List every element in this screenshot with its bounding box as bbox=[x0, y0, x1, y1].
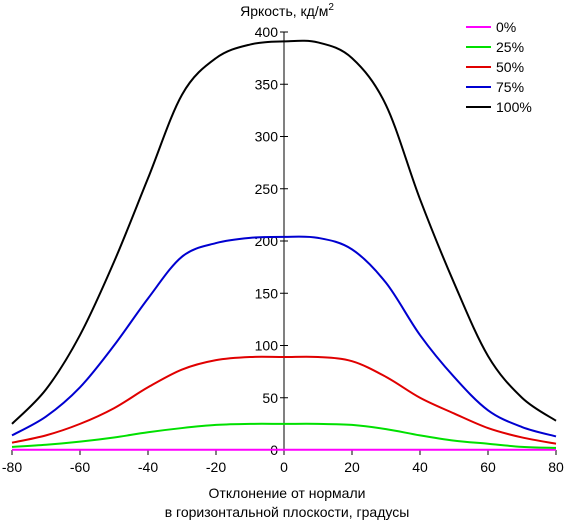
y-tick-label: 150 bbox=[255, 285, 279, 301]
x-tick-label: 0 bbox=[280, 459, 288, 475]
y-tick-label: 250 bbox=[255, 181, 279, 197]
y-axis-title-text: Яркость, кд/м bbox=[240, 3, 328, 19]
x-tick-label: -60 bbox=[70, 459, 90, 475]
series-layer bbox=[11, 39, 557, 451]
y-tick-label: 200 bbox=[255, 233, 279, 249]
x-tick-label: 20 bbox=[344, 459, 360, 475]
x-tick-label: 80 bbox=[548, 459, 564, 475]
axes: -80 -60 -40 -20 0 20 40 60 800501001502002503003… bbox=[2, 24, 564, 475]
x-tick-label: -80 bbox=[2, 459, 22, 475]
y-tick-label: 50 bbox=[262, 390, 278, 406]
x-axis-title-line-2: в горизонтальной плоскости, градусы bbox=[165, 504, 410, 520]
legend-label-2: 50% bbox=[496, 59, 524, 75]
series-line-4 bbox=[11, 39, 557, 425]
legend-label-3: 75% bbox=[496, 79, 524, 95]
series-line-2 bbox=[11, 355, 557, 445]
series-line-1 bbox=[11, 422, 557, 449]
legend-label-1: 25% bbox=[496, 39, 524, 55]
y-tick-label: 100 bbox=[255, 338, 279, 354]
x-tick-label: -20 bbox=[206, 459, 226, 475]
x-tick-label: 40 bbox=[412, 459, 428, 475]
y-tick-label: 400 bbox=[255, 24, 279, 40]
y-tick-label: 300 bbox=[255, 129, 279, 145]
series-line-3 bbox=[11, 235, 557, 438]
legend-label-0: 0% bbox=[496, 19, 516, 35]
x-axis-title-line-1: Отклонение от нормали bbox=[209, 485, 366, 501]
legend: 0% 25% 50% 75% 100% bbox=[466, 19, 532, 115]
y-tick-label: 350 bbox=[255, 76, 279, 92]
y-axis-title-superscript: 2 bbox=[328, 2, 334, 13]
x-tick-label: 60 bbox=[480, 459, 496, 475]
legend-label-4: 100% bbox=[496, 99, 532, 115]
y-axis-title: Яркость, кд/м2 bbox=[240, 2, 334, 19]
x-tick-label: -40 bbox=[138, 459, 158, 475]
